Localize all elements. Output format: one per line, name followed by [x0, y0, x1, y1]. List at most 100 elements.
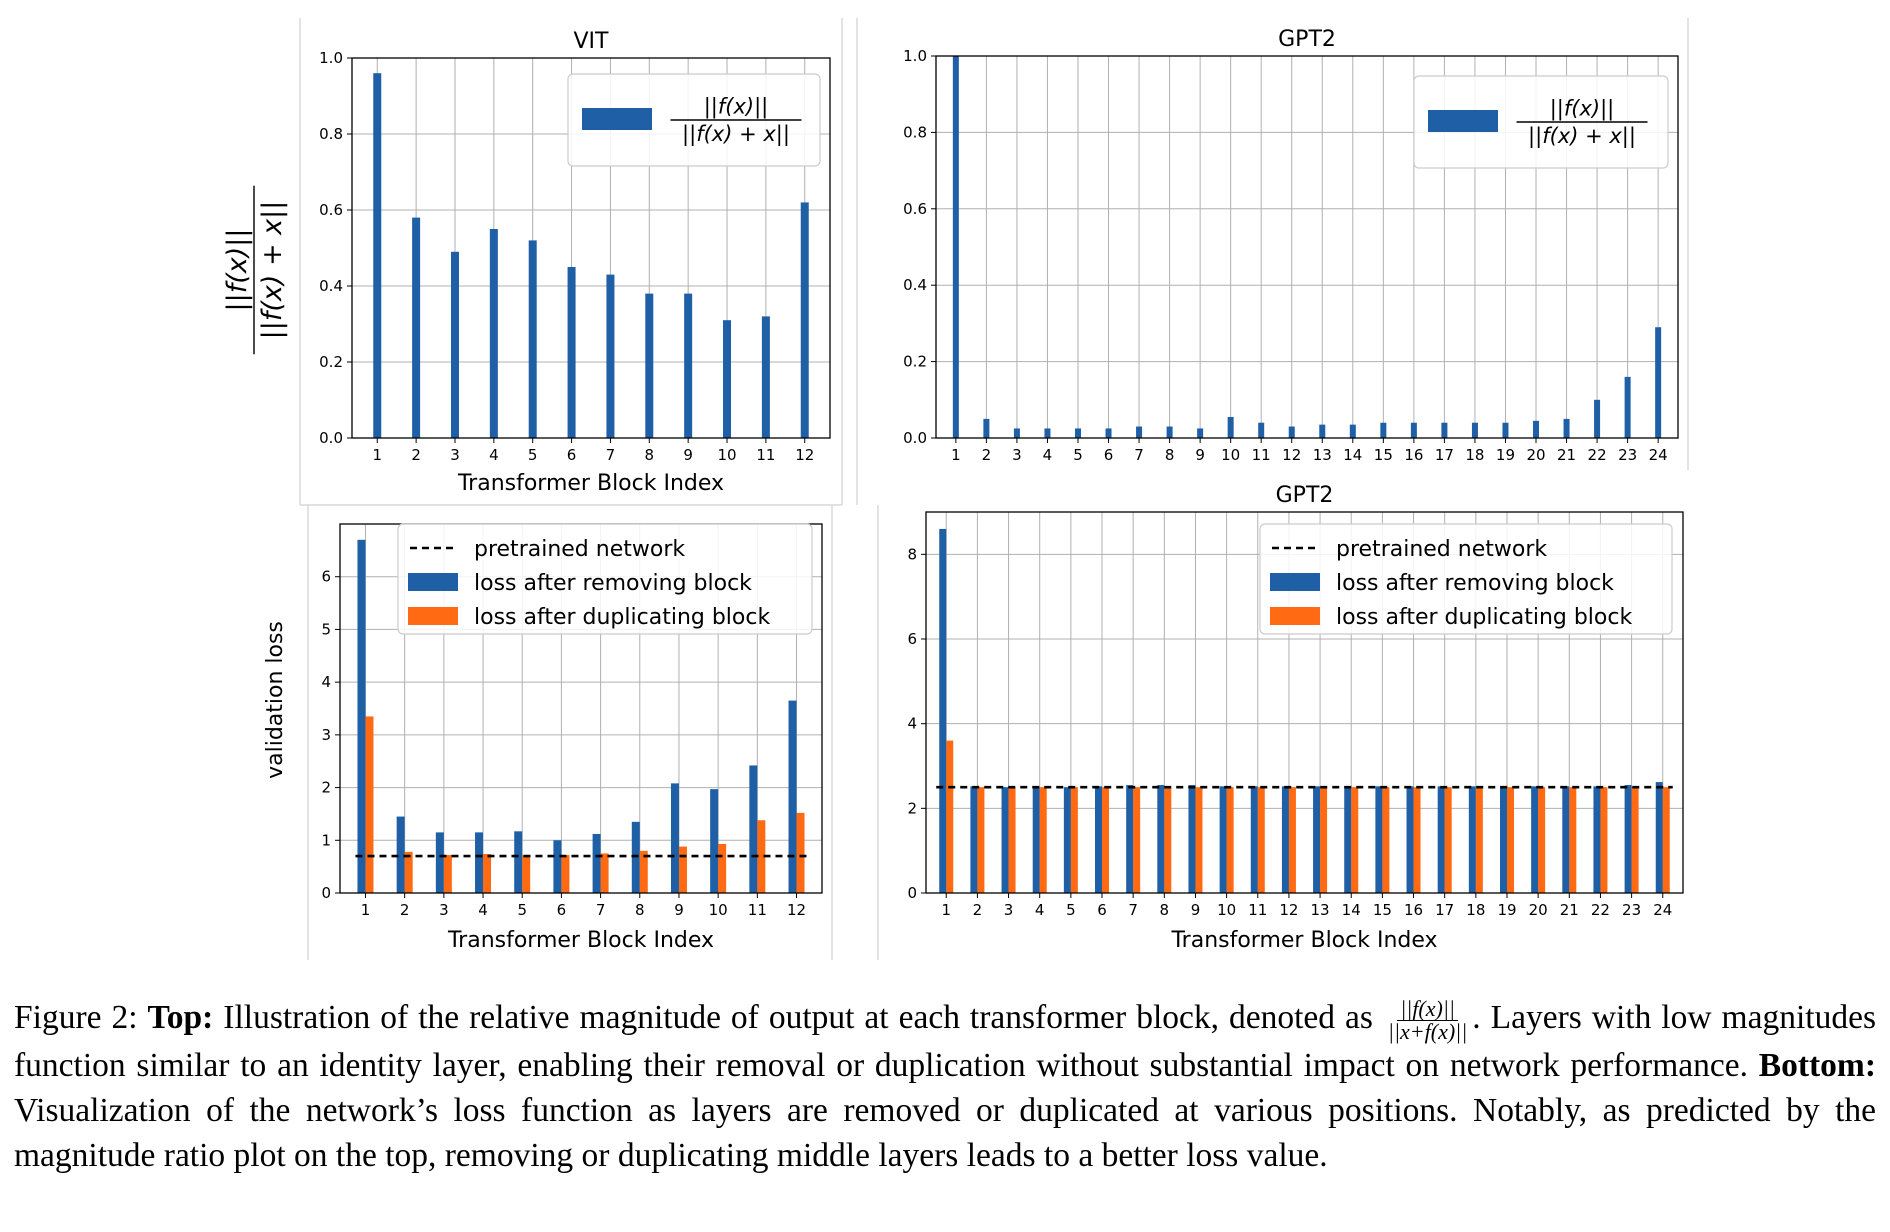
- x-tick-label: 15: [1373, 901, 1392, 919]
- y-axis-label-fraction-denominator: ||f(x) + x||: [257, 201, 288, 340]
- x-tick-label: 17: [1435, 901, 1454, 919]
- bar-series-2: [1631, 787, 1639, 893]
- bar-series-1: [1655, 782, 1663, 893]
- x-tick-label: 3: [1012, 446, 1022, 464]
- x-tick-label: 4: [1035, 901, 1045, 919]
- plot-frame: [925, 511, 1684, 894]
- bar-series-2: [404, 851, 413, 893]
- bar-series-2: [1133, 787, 1141, 893]
- bar-series-1: [528, 240, 537, 438]
- bar-series-1: [670, 783, 679, 893]
- x-tick-label: 7: [606, 446, 616, 464]
- bar-series-2: [365, 716, 374, 893]
- caption-fraction-denominator: ||x+f(x)||: [1387, 1018, 1468, 1044]
- x-tick-label: 2: [411, 446, 421, 464]
- bar-series-2: [1102, 787, 1110, 893]
- legend-swatch-series-1: [408, 573, 458, 591]
- y-tick-label: 0.8: [903, 123, 927, 141]
- x-axis-label: Transformer Block Index: [457, 471, 724, 496]
- bar-series-1: [373, 73, 382, 438]
- x-tick-label: 3: [450, 446, 460, 464]
- figure-2: 1 2 3 4 5 6 7 8 9 10 11 120.00.20.40.60.81.0VITTran…: [222, 18, 1689, 960]
- bar-series-1: [1437, 786, 1445, 893]
- bar-series-1: [1219, 786, 1227, 893]
- legend: pretrained network loss after removing bl…: [1259, 523, 1673, 635]
- caption-bottom-label: Bottom:: [1758, 1046, 1876, 1084]
- bar-series-1: [475, 832, 484, 893]
- bar-series-2: [1413, 787, 1421, 893]
- bar-series-2: [1039, 787, 1047, 893]
- bar-series-2: [1506, 787, 1514, 893]
- y-tick-label: 0.2: [319, 353, 343, 371]
- y-tick-label: 3: [321, 726, 331, 744]
- bar-series-2: [522, 855, 531, 893]
- bar-series-1: [645, 293, 654, 438]
- bar-series-1: [1313, 786, 1321, 893]
- bar-series-1: [1531, 786, 1539, 893]
- legend-label-2: loss after removing block: [474, 571, 752, 596]
- bar-series-2: [1475, 787, 1483, 893]
- x-tick-label: 6: [1097, 901, 1107, 919]
- x-tick-label: 4: [489, 446, 499, 464]
- bar-series-2: [1008, 787, 1016, 893]
- bar-series-2: [600, 853, 609, 893]
- bar-series-1: [1044, 428, 1051, 438]
- y-tick-label: 0.0: [319, 429, 343, 447]
- bar-series-1: [357, 539, 366, 893]
- x-tick-label: 16: [1404, 901, 1423, 919]
- x-tick-label: 9: [1195, 446, 1205, 464]
- x-tick-label: 18: [1466, 901, 1485, 919]
- x-tick-label: 1: [941, 901, 951, 919]
- bar-series-1: [1197, 428, 1204, 438]
- x-tick-label: 24: [1649, 446, 1668, 464]
- legend: ||f(x)||||f(x) + x||: [567, 73, 821, 167]
- legend-swatch-series-2: [408, 607, 458, 625]
- legend-label-fraction-denominator: ||f(x) + x||: [1528, 124, 1636, 149]
- bar-series-1: [1095, 786, 1103, 893]
- x-tick-label: 3: [1004, 901, 1014, 919]
- x-tick-label: 11: [1252, 446, 1271, 464]
- x-tick-label: 9: [683, 446, 693, 464]
- bar-series-2: [1320, 787, 1328, 893]
- x-tick-label: 14: [1342, 901, 1361, 919]
- legend-swatch-series-1: [1270, 573, 1320, 591]
- bar-series-1: [1126, 785, 1134, 893]
- y-axis-label-fraction: ||f(x)|| ||f(x) + x||: [222, 185, 288, 355]
- y-axis-label-fraction-numerator: ||f(x)||: [222, 229, 253, 312]
- bar-series-1: [1406, 786, 1414, 893]
- plot-frame: [351, 57, 831, 439]
- bar-series-1: [952, 56, 959, 438]
- bar-series-2: [1569, 787, 1577, 893]
- legend: ||f(x)||||f(x) + x||: [1413, 75, 1669, 169]
- x-tick-label: 8: [1160, 901, 1170, 919]
- y-tick-label: 0.6: [319, 201, 343, 219]
- bar-series-1: [435, 832, 444, 893]
- bar-series-1: [1410, 422, 1417, 438]
- bar-series-2: [946, 740, 954, 893]
- bar-series-2: [1538, 787, 1546, 893]
- bar-series-1: [939, 528, 947, 893]
- x-tick-label: 18: [1465, 446, 1484, 464]
- y-tick-label: 2: [321, 779, 331, 797]
- bar-series-1: [489, 229, 498, 438]
- legend-label-1: pretrained network: [474, 537, 685, 562]
- y-tick-label: 0: [321, 884, 331, 902]
- x-tick-label: 11: [748, 901, 767, 919]
- bar-series-1: [1563, 418, 1570, 438]
- x-tick-label: 12: [1282, 446, 1301, 464]
- bar-series-1: [684, 293, 693, 438]
- legend-label-fraction-denominator: ||f(x) + x||: [682, 122, 790, 147]
- caption-text-2: . Layers with low magnitudes function si…: [14, 999, 1876, 1084]
- x-tick-label: 14: [1343, 446, 1362, 464]
- x-tick-label: 22: [1588, 446, 1607, 464]
- bar-series-2: [561, 855, 570, 893]
- x-tick-label: 2: [982, 446, 992, 464]
- x-tick-label: 19: [1497, 901, 1516, 919]
- bar-series-1: [1499, 786, 1507, 893]
- bar-series-1: [1349, 424, 1356, 438]
- y-tick-label: 0.8: [319, 125, 343, 143]
- x-tick-label: 23: [1622, 901, 1641, 919]
- bar-series-1: [1157, 785, 1165, 893]
- bar-series-1: [1380, 422, 1387, 438]
